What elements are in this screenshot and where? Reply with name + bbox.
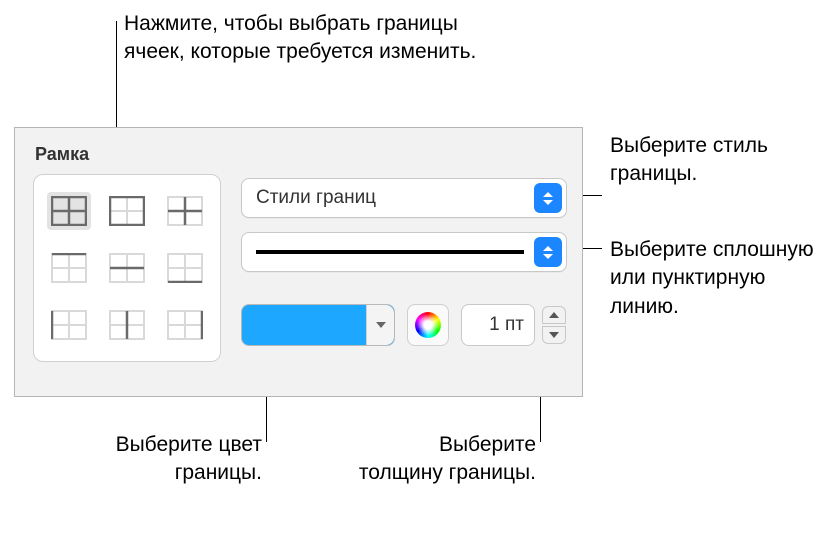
border-panel: Рамка <box>14 127 583 397</box>
border-pattern-vmiddle[interactable] <box>105 306 149 344</box>
panel-title: Рамка <box>35 144 89 165</box>
stepper-down-icon[interactable] <box>542 326 566 344</box>
border-thickness-field[interactable]: 1 пт <box>461 304 535 346</box>
border-pattern-hmiddle[interactable] <box>105 249 149 287</box>
thickness-stepper[interactable] <box>541 304 567 346</box>
color-wheel-button[interactable] <box>407 304 449 346</box>
border-pattern-outer[interactable] <box>105 192 149 230</box>
callout-border-color: Выберите цвет границы. <box>82 431 262 488</box>
line-preview-icon <box>256 250 524 254</box>
border-pattern-top[interactable] <box>47 249 91 287</box>
border-pattern-left[interactable] <box>47 306 91 344</box>
line-style-dropdown[interactable] <box>241 232 567 272</box>
callout-line-type: Выберите сплошную или пунктирную линию. <box>610 236 820 321</box>
color-swatch-dropdown-icon[interactable] <box>366 305 394 345</box>
border-selector-grid <box>33 174 221 362</box>
dropdown-arrow-icon <box>534 237 562 267</box>
color-wheel-icon <box>415 312 441 338</box>
border-style-dropdown[interactable]: Стили границ <box>241 178 567 218</box>
dropdown-arrow-icon <box>534 183 562 213</box>
callout-select-borders: Нажмите, чтобы выбрать границы ячеек, ко… <box>124 10 484 67</box>
callout-border-thickness: Выберите толщину границы. <box>356 431 536 488</box>
border-pattern-right[interactable] <box>163 306 207 344</box>
border-pattern-bottom[interactable] <box>163 249 207 287</box>
border-pattern-inner[interactable] <box>163 192 207 230</box>
border-pattern-all[interactable] <box>47 192 91 230</box>
border-style-label: Стили границ <box>256 187 376 209</box>
stepper-up-icon[interactable] <box>542 306 566 324</box>
color-thickness-row: 1 пт <box>241 304 567 346</box>
border-color-swatch[interactable] <box>241 304 395 346</box>
callout-border-style: Выберите стиль границы. <box>610 132 810 189</box>
